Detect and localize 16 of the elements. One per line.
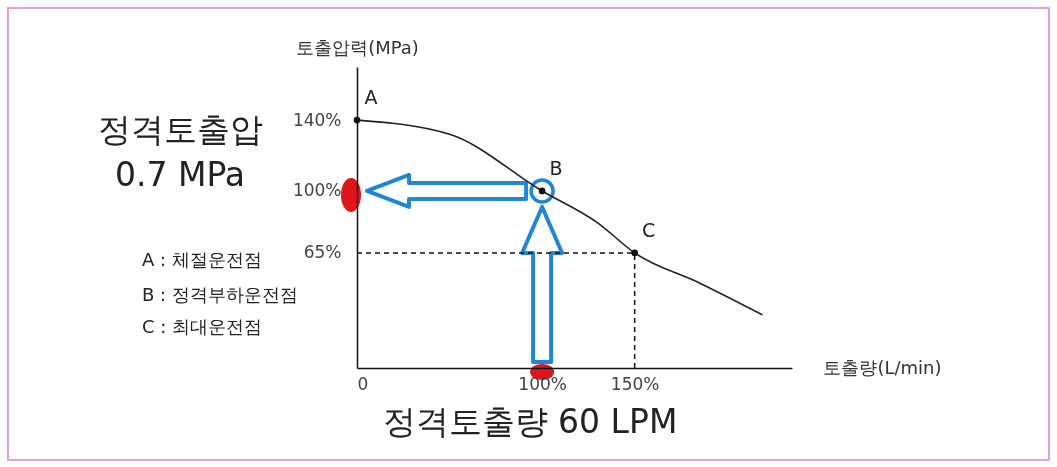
text: A : 체절운전점 (142, 249, 262, 270)
x-tick-label: 150% (610, 373, 660, 394)
text: 정격토출량 60 LPM (381, 401, 679, 443)
text: B : 정격부하운전점 (142, 283, 299, 307)
annotation: B (549, 156, 563, 179)
annotation: A (364, 86, 378, 109)
text: 정격토출압 0.7 MPa (97, 110, 263, 194)
y-tick-label: 100% (292, 180, 342, 201)
annotation: C (642, 218, 656, 241)
x-tick-label: 0 (357, 373, 369, 394)
y-axis-title: 토출압력(MPa) (296, 36, 419, 58)
x-axis-title: 토출량(L/min) (823, 356, 942, 378)
y-tick-label: 140% (292, 109, 342, 130)
y-tick-label: 65% (303, 242, 342, 263)
x-tick-label: 100% (518, 373, 567, 394)
text: C : 최대운전점 (142, 315, 264, 339)
